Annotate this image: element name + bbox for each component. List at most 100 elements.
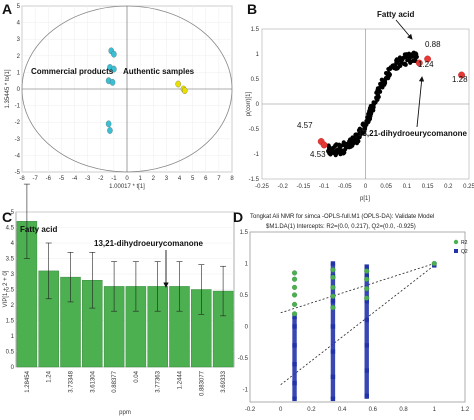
q2-column (292, 317, 297, 399)
panel-b-label: B (247, 1, 257, 17)
x-tick-label: 5 (191, 176, 195, 182)
x-tick-label: -4 (72, 176, 78, 182)
y-tick-label: -0.5 (238, 356, 249, 362)
x-tick-label: 0.15 (422, 184, 434, 190)
annotation-fatty-acid: Fatty acid (20, 225, 57, 234)
data-point (405, 57, 410, 63)
y-tick-label: 0.5 (6, 350, 15, 356)
data-point (387, 72, 392, 77)
x-tick-label: 3.69333 (221, 370, 227, 392)
x-tick-label: -3 (85, 176, 91, 182)
y-tick-label: 2 (11, 303, 15, 309)
x-tick-label: -0.05 (338, 184, 352, 190)
r2-point (431, 260, 437, 267)
x-tick-label: 0.883077 (199, 370, 205, 396)
x-tick-label: -7 (32, 176, 38, 182)
data-point (378, 89, 383, 94)
annotation-dihydroeurycomanone: 13,21-dihydroeurycomanone (358, 129, 467, 138)
panel-c-label: C (2, 209, 12, 225)
data-point (107, 127, 113, 134)
data-point (333, 151, 338, 156)
chart-title-line-2: $M1.DA(1) Intercepts: R2=(0.0, 0.217), Q… (266, 224, 416, 230)
data-point (326, 143, 331, 148)
data-point (395, 65, 401, 70)
y-tick-label: 4 (11, 241, 15, 247)
y-tick-label: -0.5 (249, 127, 260, 133)
annotation-dihydroeurycomanone: 13,21-dihydroeurycomanone (94, 239, 203, 248)
y-tick-label: -1 (15, 104, 21, 110)
data-point (368, 106, 373, 112)
x-tick-label: -6 (46, 176, 52, 182)
group-label-commercial: Commercial products (31, 67, 114, 76)
r2-point (330, 293, 336, 299)
x-tick-label: 0.05 (380, 184, 392, 190)
y-tick-label: 1 (245, 261, 249, 267)
x-tick-label: 0.04 (134, 370, 140, 382)
arrow-fatty-acid (395, 19, 413, 40)
data-point (378, 84, 383, 90)
y-tick-label: 1 (17, 70, 21, 76)
point-label: 0.88 (425, 40, 441, 49)
x-tick-label: 2 (152, 176, 156, 182)
annotation-fatty-acid: Fatty acid (377, 10, 414, 19)
r2-point (330, 305, 336, 311)
panel-a-label: A (2, 1, 12, 17)
r2-point (291, 276, 298, 282)
x-tick-label: -0.25 (255, 184, 269, 190)
x-axis-label: ppm (119, 410, 131, 416)
x-tick-label: 1.2 (461, 407, 470, 413)
x-tick-label: 0.8 (399, 407, 408, 413)
panel-d-frame (249, 231, 466, 403)
r2-point (291, 301, 298, 307)
x-tick-label: -5 (59, 176, 65, 182)
y-tick-label: 2 (17, 54, 21, 60)
highlighted-point (424, 55, 431, 63)
legend-marker-r2 (453, 239, 459, 245)
data-point (360, 131, 365, 136)
data-point (394, 58, 399, 63)
point-label: 4.53 (310, 150, 326, 159)
y-tick-label: 0 (17, 87, 21, 93)
data-point (109, 79, 116, 86)
r2-point (291, 311, 298, 317)
data-point (410, 58, 416, 64)
r2-regression-line (280, 263, 435, 314)
data-point (364, 122, 369, 127)
r2-point (364, 286, 370, 292)
data-point (403, 54, 408, 59)
y-tick-label: 5 (17, 4, 21, 10)
y-tick-label: 1 (256, 52, 260, 58)
point-label: 4.57 (297, 121, 313, 130)
x-tick-label: 0.2 (444, 184, 453, 190)
data-point (338, 152, 343, 157)
legend-label-r2: R2 (461, 240, 468, 246)
x-tick-label: 8 (230, 176, 234, 182)
data-point (382, 79, 388, 84)
x-tick-label: 1 (138, 176, 142, 182)
y-tick-label: -5 (15, 170, 21, 176)
x-tick-label: 1.2444 (178, 370, 184, 389)
y-tick-label: -3 (15, 137, 21, 143)
data-point (392, 66, 397, 71)
group-label-authentic: Authentic samples (123, 67, 195, 76)
data-point (361, 122, 366, 128)
data-point (388, 66, 393, 71)
data-point (175, 80, 181, 88)
data-point (383, 75, 389, 81)
x-axis-label: 1.00017 * t[1] (109, 184, 145, 190)
r2-point (330, 274, 336, 280)
highlighted-point (458, 71, 465, 79)
r2-point (291, 284, 298, 290)
data-point (354, 132, 359, 137)
r2-point (364, 276, 370, 282)
data-point (105, 120, 112, 128)
chart-title-line-1: Tongkat Ali NMR for simca -OPLS-full.M1 … (250, 214, 434, 220)
highlighted-point (415, 59, 423, 67)
y-tick-label: 0 (245, 324, 249, 330)
x-tick-label: 0.4 (338, 407, 347, 413)
y-tick-label: 0.5 (251, 77, 260, 83)
legend-marker-q2 (454, 249, 458, 253)
y-tick-label: 0 (11, 365, 15, 371)
r2-point (291, 292, 298, 298)
y-tick-label: 1.5 (240, 230, 249, 236)
